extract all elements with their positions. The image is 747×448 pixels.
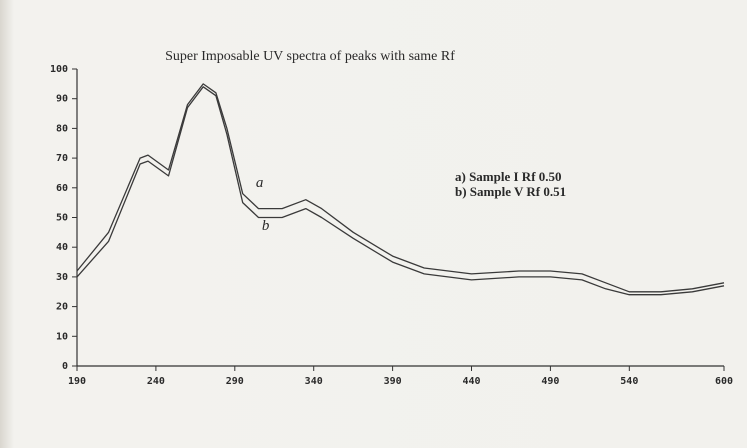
y-tick-label: 40: [56, 242, 68, 253]
y-tick-label: 10: [56, 331, 68, 342]
y-tick-label: 60: [56, 183, 68, 194]
x-tick-label: 290: [226, 376, 244, 387]
y-tick-label: 30: [56, 272, 68, 283]
y-tick-label: 50: [56, 213, 68, 224]
x-tick-label: 490: [541, 376, 559, 387]
y-tick-label: 0: [62, 361, 68, 372]
x-tick-label: 190: [68, 376, 86, 387]
y-tick-label: 100: [50, 64, 68, 75]
annotation: b) Sample V Rf 0.51: [455, 184, 566, 199]
line-series: [76, 83, 725, 293]
x-tick-label: 540: [620, 376, 638, 387]
x-tick-label: 390: [384, 376, 402, 387]
x-tick-label: 340: [305, 376, 323, 387]
x-tick-label: 240: [147, 376, 165, 387]
y-tick-label: 90: [56, 94, 68, 105]
y-tick-label: 70: [56, 153, 68, 164]
line-series: [76, 86, 725, 296]
annotation: a) Sample I Rf 0.50: [455, 169, 562, 184]
y-tick-label: 80: [56, 123, 68, 134]
series-label: b: [262, 218, 270, 234]
x-tick-label: 440: [462, 376, 480, 387]
y-tick-label: 20: [56, 302, 68, 313]
x-tick-label: 600: [715, 376, 733, 387]
chart-title: Super Imposable UV spectra of peaks with…: [165, 49, 455, 64]
series-label: a: [256, 175, 264, 191]
